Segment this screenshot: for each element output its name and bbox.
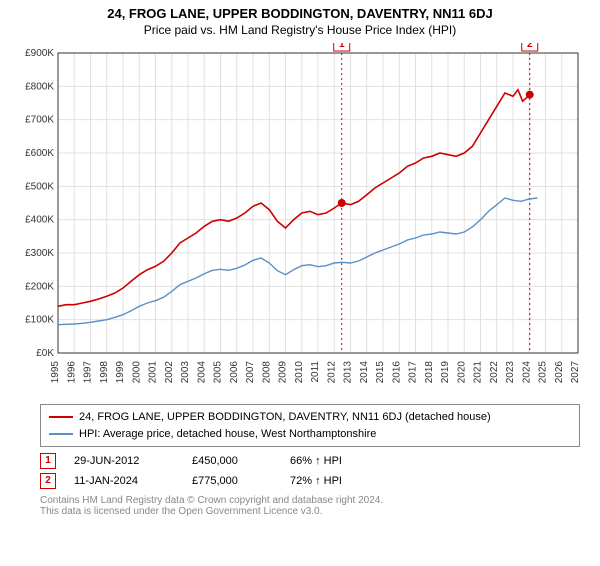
svg-text:2013: 2013 — [343, 361, 354, 384]
svg-text:2003: 2003 — [180, 361, 191, 384]
svg-text:£200K: £200K — [25, 281, 54, 292]
sale-price: £450,000 — [192, 455, 272, 467]
chart-svg: £0K £100K £200K £300K £400K £500K £600K £700K £8… — [10, 43, 590, 393]
legend-swatch-1 — [49, 416, 73, 418]
legend-label-2: HPI: Average price, detached house, West… — [79, 426, 376, 443]
sale-badge: 2 — [40, 473, 56, 489]
svg-text:1998: 1998 — [99, 361, 110, 384]
svg-text:2002: 2002 — [164, 361, 175, 384]
svg-text:2009: 2009 — [278, 361, 289, 384]
svg-text:£300K: £300K — [25, 248, 54, 259]
legend-label-1: 24, FROG LANE, UPPER BODDINGTON, DAVENTR… — [79, 409, 491, 426]
svg-text:2022: 2022 — [489, 361, 500, 384]
sale-row: 1 29-JUN-2012 £450,000 66% ↑ HPI — [40, 453, 580, 469]
sale-above-hpi: 72% ↑ HPI — [290, 475, 380, 487]
sale-above-hpi: 66% ↑ HPI — [290, 455, 380, 467]
sale-price: £775,000 — [192, 475, 272, 487]
svg-text:2015: 2015 — [375, 361, 386, 384]
sales-table: 1 29-JUN-2012 £450,000 66% ↑ HPI 2 11-JA… — [40, 453, 580, 489]
legend-row-1: 24, FROG LANE, UPPER BODDINGTON, DAVENTR… — [49, 409, 571, 426]
svg-text:2019: 2019 — [440, 361, 451, 384]
svg-text:1997: 1997 — [83, 361, 94, 384]
svg-text:2004: 2004 — [196, 361, 207, 384]
svg-text:2006: 2006 — [229, 361, 240, 384]
svg-text:2005: 2005 — [213, 361, 224, 384]
svg-text:1996: 1996 — [66, 361, 77, 384]
svg-text:2011: 2011 — [310, 361, 321, 383]
svg-text:2008: 2008 — [261, 361, 272, 384]
svg-text:2012: 2012 — [326, 361, 337, 384]
svg-text:2018: 2018 — [424, 361, 435, 384]
svg-text:£800K: £800K — [25, 81, 54, 92]
footer-line-2: This data is licensed under the Open Gov… — [40, 506, 580, 517]
sale-badge: 1 — [40, 453, 56, 469]
legend-box: 24, FROG LANE, UPPER BODDINGTON, DAVENTR… — [40, 404, 580, 447]
chart-title: 24, FROG LANE, UPPER BODDINGTON, DAVENTR… — [0, 6, 600, 21]
chart-subtitle: Price paid vs. HM Land Registry's House … — [0, 23, 600, 37]
legend-row-2: HPI: Average price, detached house, West… — [49, 426, 571, 443]
svg-text:2001: 2001 — [148, 361, 159, 384]
svg-text:£600K: £600K — [25, 148, 54, 159]
svg-text:£0K: £0K — [36, 348, 54, 359]
svg-text:£500K: £500K — [25, 181, 54, 192]
footer-line-1: Contains HM Land Registry data © Crown c… — [40, 495, 580, 506]
svg-text:2024: 2024 — [521, 361, 532, 384]
chart-area: £0K £100K £200K £300K £400K £500K £600K £700K £8… — [10, 43, 590, 398]
svg-text:£900K: £900K — [25, 48, 54, 59]
svg-text:2014: 2014 — [359, 361, 370, 384]
svg-text:1999: 1999 — [115, 361, 126, 384]
svg-text:2020: 2020 — [456, 361, 467, 384]
svg-text:2026: 2026 — [554, 361, 565, 384]
sale-date: 29-JUN-2012 — [74, 455, 174, 467]
svg-text:£100K: £100K — [25, 315, 54, 326]
svg-text:2010: 2010 — [294, 361, 305, 384]
svg-text:2017: 2017 — [408, 361, 419, 384]
svg-text:£400K: £400K — [25, 215, 54, 226]
svg-text:2025: 2025 — [538, 361, 549, 384]
svg-text:1995: 1995 — [50, 361, 61, 384]
svg-text:1: 1 — [339, 43, 345, 50]
svg-text:£700K: £700K — [25, 115, 54, 126]
legend-swatch-2 — [49, 433, 73, 435]
svg-text:2023: 2023 — [505, 361, 516, 384]
svg-text:2016: 2016 — [391, 361, 402, 384]
svg-text:2: 2 — [527, 43, 533, 50]
footer-attribution: Contains HM Land Registry data © Crown c… — [40, 495, 580, 517]
svg-text:2007: 2007 — [245, 361, 256, 384]
sale-row: 2 11-JAN-2024 £775,000 72% ↑ HPI — [40, 473, 580, 489]
sale-date: 11-JAN-2024 — [74, 475, 174, 487]
svg-text:2027: 2027 — [570, 361, 581, 384]
svg-text:2000: 2000 — [131, 361, 142, 384]
svg-text:2021: 2021 — [473, 361, 484, 384]
